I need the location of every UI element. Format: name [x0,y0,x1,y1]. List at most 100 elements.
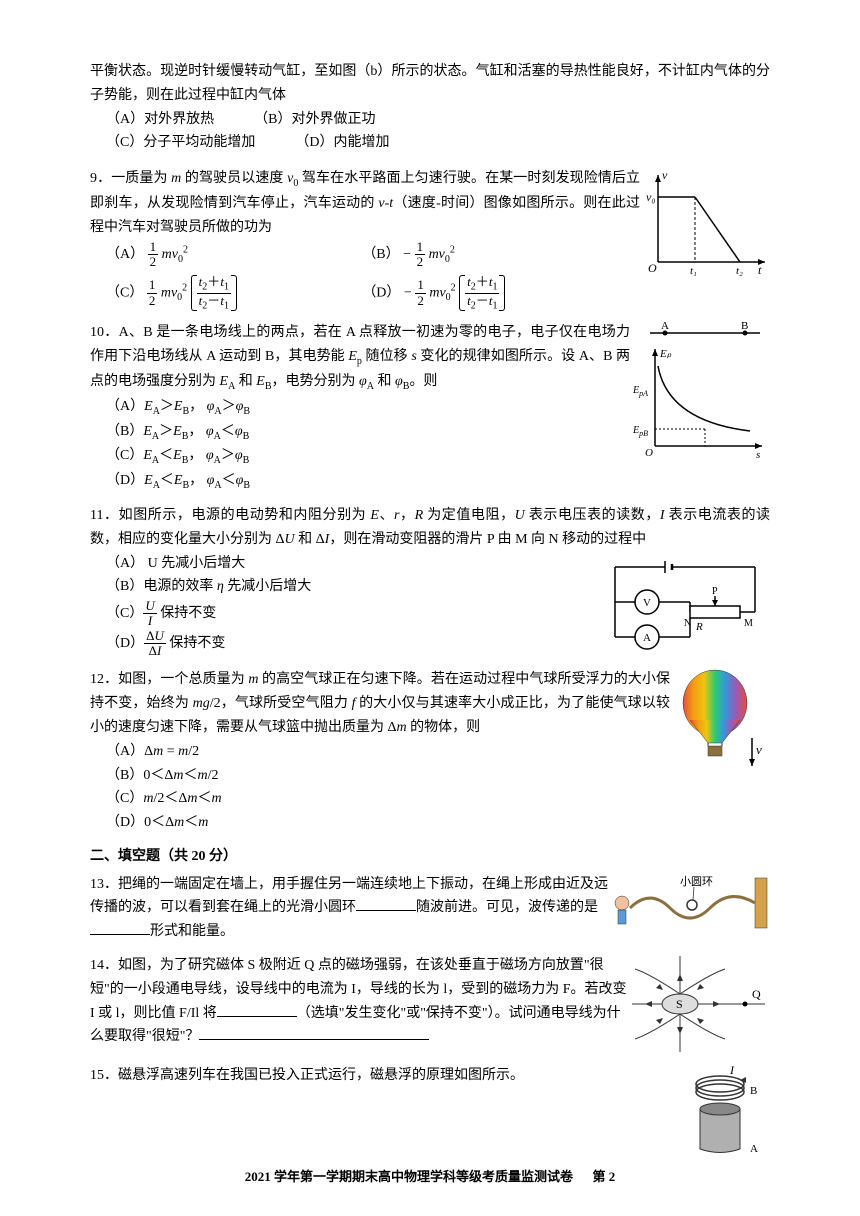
q14-num: 14． [90,958,118,973]
q12-options2: （C）m/2＜Δm＜m （D）0＜Δm＜m [90,787,670,835]
q13-t3: 形式和能量。 [150,924,234,939]
svg-text:A: A [643,632,651,644]
svg-text:B: B [750,1085,757,1097]
q10-opt-d: （D）EA＜EB， φA＜φB [106,469,630,494]
q11-opt-d: （D）ΔUΔI 保持不变 [106,629,600,659]
question-13: 13．把绳的一端固定在墙上，用手握住另一端连续地上下振动，在绳上形成由近及远传播… [90,873,770,944]
q9-t1: 一质量为 [111,171,171,186]
question-10: 10．A、B 是一条电场线上的两点，若在 A 点释放一初速为零的电子，电子仅在电… [90,321,770,494]
question-11: 11．如图所示，电源的电动势和内阻分别为 E、r，R 为定值电阻，U 表示电压表… [90,504,770,658]
q11-opt-a: （A） U 先减小后增大 [106,552,600,576]
maglev-icon: I B A [670,1064,770,1154]
section-2-title: 二、填空题（共 20 分） [90,845,770,869]
circuit-diagram: V R N P M A [600,552,770,652]
q11-text: 11．如图所示，电源的电动势和内阻分别为 E、r，R 为定值电阻，U 表示电压表… [90,504,770,552]
blank-2[interactable] [90,921,150,935]
svg-text:R: R [695,621,703,633]
q12-body: 12．如图，一个总质量为 m 的高空气球正在匀速下降。若在运动过程中气球所受浮力… [90,668,670,835]
question-14: 14．如图，为了研究磁体 S 极附近 Q 点的磁场强弱，在该处垂直于磁场方向放置… [90,954,770,1054]
frac-half-c: 12 [147,278,158,308]
svg-text:EpA: EpA [632,385,648,398]
frac-half-a: 12 [148,240,159,270]
q10-text: 10．A、B 是一条电场线上的两点，若在 A 点释放一初速为零的电子，电子仅在电… [90,321,630,394]
q9-vt: v-t [378,196,393,211]
svg-text:v₀: v₀ [646,190,656,204]
svg-text:P: P [712,586,718,597]
q9-options: （A） 12 mv02 （B） − 12 mv02 （C） 12 mv02 t2… [90,240,640,312]
q12-opt-c: （C）m/2＜Δm＜m [106,787,377,811]
q10-opt-a: （A）EA＞EB， φA＞φB [106,395,630,420]
q9d-pre: （D） [362,285,400,300]
svg-text:O: O [648,261,657,275]
q8-options2: （C）分子平均动能增加 （D）内能增加 [90,131,770,155]
footer-page: 第 2 [593,1169,616,1184]
q9-figure: v₀ v t₁ t₂ t O [640,167,770,311]
svg-text:S: S [676,997,683,1011]
q9d-bracket: t2＋t1t2－t1 [459,275,505,311]
svg-text:v: v [756,742,762,757]
blank-1[interactable] [356,897,416,911]
question-15: 15．磁悬浮高速列车在我国已投入正式运行，磁悬浮的原理如图所示。 I B A [90,1064,770,1154]
q15-t: 磁悬浮高速列车在我国已投入正式运行，磁悬浮的原理如图所示。 [118,1068,524,1083]
q15-body: 15．磁悬浮高速列车在我国已投入正式运行，磁悬浮的原理如图所示。 [90,1064,670,1154]
vt-graph: v₀ v t₁ t₂ t O [640,167,770,277]
svg-text:v: v [662,168,668,182]
q11-figure: V R N P M A [600,552,770,659]
svg-text:小圆环: 小圆环 [680,875,713,888]
blank-4[interactable] [199,1026,429,1040]
question-12: 12．如图，一个总质量为 m 的高空气球正在匀速下降。若在运动过程中气球所受浮力… [90,668,770,835]
q12-opt-d: （D）0＜Δm＜m [106,811,377,835]
q12-options: （A）Δm = m/2 （B）0＜Δm＜m/2 [90,740,670,788]
q12-figure: v [670,668,770,835]
q9-num: 9． [90,171,111,186]
q9-m: m [171,171,181,186]
q13-num: 13． [90,877,118,892]
q11-opt-b: （B）电源的效率 η 先减小后增大 [106,575,600,599]
svg-text:t₁: t₁ [690,265,697,277]
question-9: 9．一质量为 m 的驾驶员以速度 v0 驾车在水平路面上匀速行驶。在某一时刻发现… [90,167,770,311]
q11c-pre: （C） [106,606,143,621]
page-footer: 2021 学年第一学期期末高中物理学科等级考质量监测试卷 第 2 [0,1166,860,1188]
svg-text:O: O [645,447,653,459]
q9-opt-c: （C） 12 mv02 t2＋t1t2－t1 [106,275,362,311]
q9c-bracket: t2＋t1t2－t1 [191,275,237,311]
svg-text:V: V [643,597,651,609]
q11-options: （A） U 先减小后增大 （B）电源的效率 η 先减小后增大 （C）UI 保持不… [90,552,600,659]
q14-body: 14．如图，为了研究磁体 S 极附近 Q 点的磁场强弱，在该处垂直于磁场方向放置… [90,954,630,1054]
svg-text:EpB: EpB [632,425,648,438]
blank-3[interactable] [217,1003,297,1017]
q12-opt-a: （A）Δm = m/2 [106,740,377,764]
q11d-pre: （D） [106,636,144,651]
q8-opt-d: （D）内能增加 [295,131,389,155]
q9-opt-b: （B） − 12 mv02 [362,240,618,270]
svg-text:I: I [729,1064,735,1077]
q12-opt-b: （B）0＜Δm＜m/2 [106,764,377,788]
q14-figure: S Q [630,954,770,1054]
svg-text:Eₚ: Eₚ [659,348,672,360]
frac-half-d: 12 [415,278,426,308]
q11-opt-c: （C）UI 保持不变 [106,599,600,629]
q8-opt-a: （A）对外界放热 [106,108,214,132]
q12-text: 12．如图，一个总质量为 m 的高空气球正在匀速下降。若在运动过程中气球所受浮力… [90,668,670,739]
q9-t2: 的驾驶员以速度 [181,171,287,186]
q9-opt-d: （D） − 12 mv02 t2＋t1t2－t1 [362,275,618,311]
q8-opt-b: （B）对外界做正功 [254,108,375,132]
q13-body: 13．把绳的一端固定在墙上，用手握住另一端连续地上下振动，在绳上形成由近及远传播… [90,873,610,944]
q11-num: 11． [90,508,119,523]
q8-text: 平衡状态。现逆时针缓慢转动气缸，至如图（b）所示的状态。气缸和活塞的导热性能良好… [90,60,770,108]
q15-figure: I B A [670,1064,770,1154]
q10-num: 10． [90,325,119,340]
q10-options: （A）EA＞EB， φA＞φB （B）EA＞EB， φA＜φB （C）EA＜EB… [90,395,630,494]
svg-text:t: t [758,263,762,277]
svg-text:A: A [661,321,669,332]
q8-opt-c: （C）分子平均动能增加 [106,131,255,155]
footer-text: 2021 学年第一学期期末高中物理学科等级考质量监测试卷 [245,1169,573,1184]
q15-num: 15． [90,1068,118,1083]
svg-text:B: B [741,321,748,332]
svg-text:M: M [744,618,753,629]
q10-opt-b: （B）EA＞EB， φA＜φB [106,420,630,445]
q9-body: 9．一质量为 m 的驾驶员以速度 v0 驾车在水平路面上匀速行驶。在某一时刻发现… [90,167,640,311]
q9b-pre: （B） [362,247,399,262]
svg-text:s: s [756,449,760,461]
svg-text:A: A [750,1143,758,1154]
